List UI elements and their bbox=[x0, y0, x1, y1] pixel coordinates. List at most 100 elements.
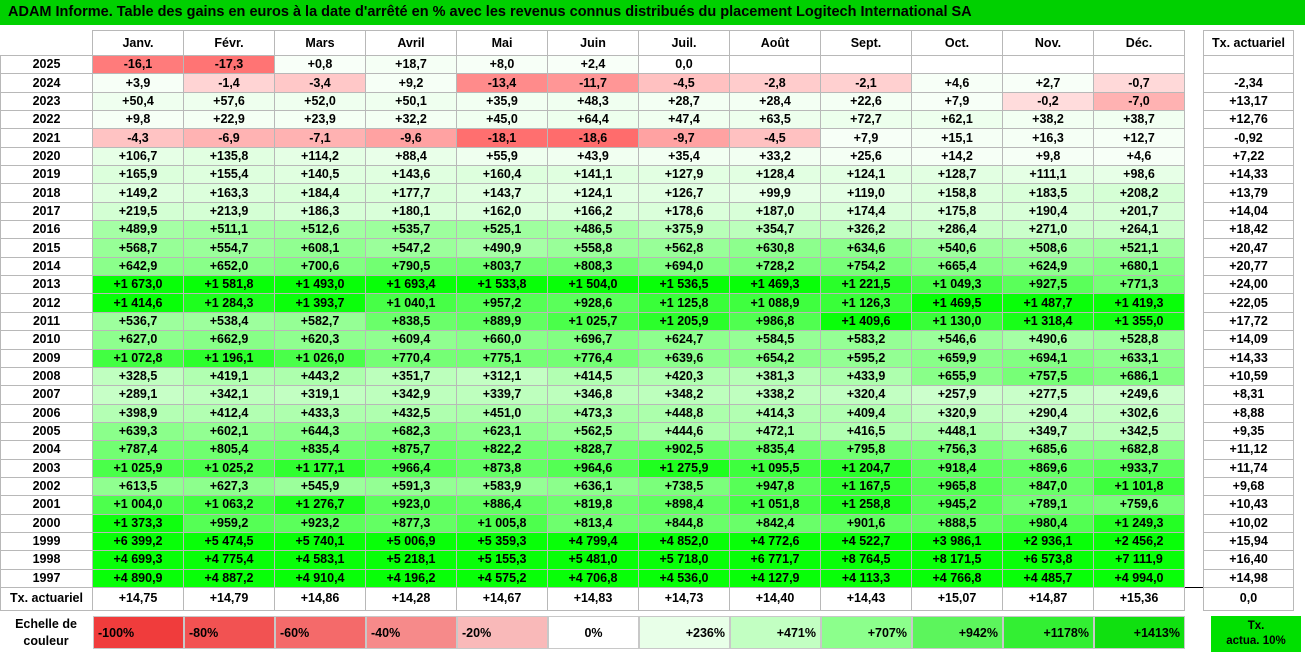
table-row: 1997 +4 890,9 +4 887,2 +4 910,4 +4 196,2 +4 5… bbox=[0, 568, 1294, 588]
column-gap bbox=[1184, 495, 1204, 515]
gain-cell: +627,0 bbox=[92, 330, 184, 350]
gain-cell: +219,5 bbox=[92, 201, 184, 222]
table-row: 2025 -16,1 -17,3 +0,8 +18,7 +8,0 +2,4 0,0 bbox=[0, 54, 1294, 75]
gain-cell: -2,1 bbox=[820, 73, 912, 93]
gain-cell: +326,2 bbox=[820, 220, 912, 240]
table-row: 2009 +1 072,8 +1 196,1 +1 026,0 +770,4 +775,1… bbox=[0, 348, 1294, 368]
gain-cell: +183,5 bbox=[1002, 183, 1094, 203]
footer-label: Tx. actuariel bbox=[0, 586, 93, 611]
gain-cell: +88,4 bbox=[365, 146, 457, 167]
gain-cell: +451,0 bbox=[456, 403, 548, 423]
gain-cell: +1 049,3 bbox=[911, 275, 1003, 295]
gain-cell: +547,2 bbox=[365, 238, 457, 258]
report-title: ADAM Informe. Table des gains en euros à… bbox=[0, 0, 1305, 25]
gain-cell: +9,2 bbox=[365, 73, 457, 93]
gain-cell: +490,9 bbox=[456, 238, 548, 258]
month-header: Juin bbox=[547, 30, 639, 56]
gain-cell: +694,1 bbox=[1002, 348, 1094, 368]
gain-cell: +98,6 bbox=[1093, 165, 1185, 185]
gain-cell: +184,4 bbox=[274, 183, 366, 203]
gain-cell: +7,9 bbox=[820, 128, 912, 148]
gain-cell: +1 125,8 bbox=[638, 293, 730, 313]
year-cell: 2021 bbox=[0, 128, 93, 148]
gain-cell: +602,1 bbox=[183, 421, 275, 442]
gain-cell: -11,7 bbox=[547, 73, 639, 93]
gain-cell: +201,7 bbox=[1093, 201, 1185, 222]
gain-cell: +135,8 bbox=[183, 146, 275, 167]
tx-actuariel-cell: +15,94 bbox=[1203, 531, 1294, 552]
gain-cell: +660,0 bbox=[456, 330, 548, 350]
gain-cell: +448,8 bbox=[638, 403, 730, 423]
footer-tx-cell: +14,67 bbox=[456, 586, 548, 611]
gain-cell: +4 699,3 bbox=[92, 550, 184, 570]
gain-cell: +162,0 bbox=[456, 201, 548, 222]
gain-cell: +348,2 bbox=[638, 385, 730, 405]
gain-cell: +14,2 bbox=[911, 146, 1003, 167]
gain-cell: +945,2 bbox=[911, 495, 1003, 515]
gain-cell: +47,4 bbox=[638, 110, 730, 130]
gain-cell: +6 573,8 bbox=[1002, 550, 1094, 570]
gain-cell: +490,6 bbox=[1002, 330, 1094, 350]
gain-cell: +869,6 bbox=[1002, 458, 1094, 478]
gain-cell: +443,2 bbox=[274, 366, 366, 387]
gain-cell: +178,6 bbox=[638, 201, 730, 222]
gain-cell: -3,4 bbox=[274, 73, 366, 93]
year-cell: 2009 bbox=[0, 348, 93, 368]
column-gap bbox=[1184, 569, 1204, 588]
gain-cell: +4 536,0 bbox=[638, 568, 730, 588]
gain-cell: +433,9 bbox=[820, 366, 912, 387]
gain-cell: +5 359,3 bbox=[456, 531, 548, 552]
gain-cell: +1 276,7 bbox=[274, 495, 366, 515]
gain-cell: +1 373,3 bbox=[92, 513, 184, 533]
gain-cell: +5 481,0 bbox=[547, 550, 639, 570]
gain-cell: +923,2 bbox=[274, 513, 366, 533]
year-cell: 2011 bbox=[0, 311, 93, 332]
gain-cell: +320,9 bbox=[911, 403, 1003, 423]
year-cell: 2020 bbox=[0, 146, 93, 167]
gain-cell: +1 205,9 bbox=[638, 311, 730, 332]
gain-cell: +160,4 bbox=[456, 165, 548, 185]
gain-cell: +757,5 bbox=[1002, 366, 1094, 387]
gain-cell: +351,7 bbox=[365, 366, 457, 387]
column-gap bbox=[1184, 275, 1204, 294]
gain-cell: +4 485,7 bbox=[1002, 568, 1094, 588]
gain-cell: +1 355,0 bbox=[1093, 311, 1185, 332]
gain-cell: +771,3 bbox=[1093, 275, 1185, 295]
gain-cell: +654,2 bbox=[729, 348, 821, 368]
gain-cell: +875,7 bbox=[365, 440, 457, 460]
gain-cell: +634,6 bbox=[820, 238, 912, 258]
gain-cell bbox=[1002, 54, 1094, 75]
gain-cell: +877,3 bbox=[365, 513, 457, 533]
gain-cell: +342,5 bbox=[1093, 421, 1185, 442]
gain-cell: -18,6 bbox=[547, 128, 639, 148]
gain-cell: +50,4 bbox=[92, 91, 184, 112]
gain-cell: +0,8 bbox=[274, 54, 366, 75]
gain-cell: +277,5 bbox=[1002, 385, 1094, 405]
gain-cell: +208,2 bbox=[1093, 183, 1185, 203]
gain-cell: +124,1 bbox=[547, 183, 639, 203]
gain-cell: +4 522,7 bbox=[820, 531, 912, 552]
column-gap bbox=[1184, 92, 1204, 111]
column-gap bbox=[1184, 220, 1204, 239]
column-gap bbox=[1184, 147, 1204, 166]
tx-actuariel-cell: +20,77 bbox=[1203, 256, 1294, 277]
column-gap bbox=[1184, 532, 1204, 551]
gain-cell: +4,6 bbox=[1093, 146, 1185, 167]
tx-actuariel-cell: +12,76 bbox=[1203, 110, 1294, 130]
gain-cell: +639,6 bbox=[638, 348, 730, 368]
gain-cell: +1 040,1 bbox=[365, 293, 457, 313]
tx-actuariel-cell: +7,22 bbox=[1203, 146, 1294, 167]
gain-cell: +754,2 bbox=[820, 256, 912, 277]
column-gap bbox=[1184, 110, 1204, 129]
tx-actuariel-cell: +11,12 bbox=[1203, 440, 1294, 460]
tx-actuariel-10-swatch: Tx. actua. 10% bbox=[1211, 616, 1301, 652]
table-row: 2011 +536,7 +538,4 +582,7 +838,5 +889,9 +1 025… bbox=[0, 311, 1294, 332]
gain-cell: +608,1 bbox=[274, 238, 366, 258]
gain-cell: +886,4 bbox=[456, 495, 548, 515]
gain-cell: +33,2 bbox=[729, 146, 821, 167]
tx-swatch-line1: Tx. bbox=[1247, 620, 1265, 632]
gain-cell: -7,1 bbox=[274, 128, 366, 148]
gain-cell: +525,1 bbox=[456, 220, 548, 240]
gain-cell: +828,7 bbox=[547, 440, 639, 460]
column-gap bbox=[1184, 73, 1204, 93]
